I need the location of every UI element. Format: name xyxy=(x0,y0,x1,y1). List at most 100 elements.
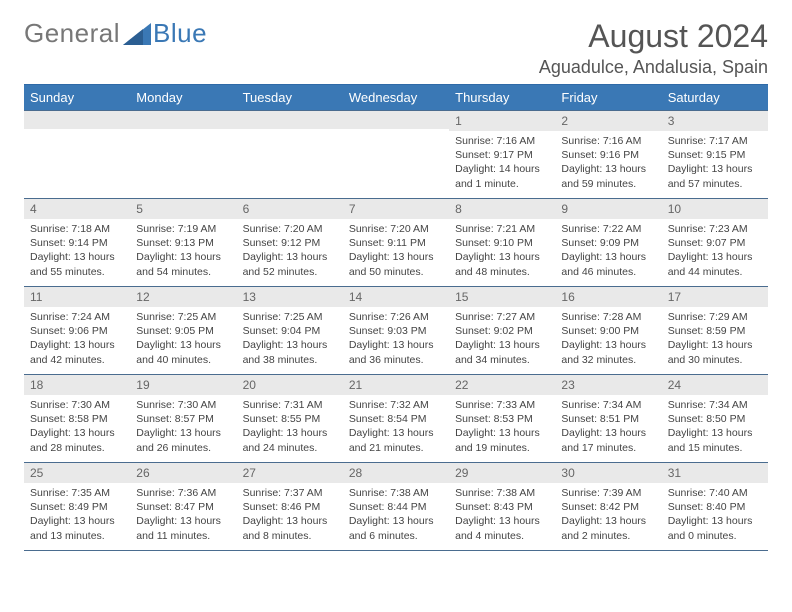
calendar-day-cell: 14Sunrise: 7:26 AMSunset: 9:03 PMDayligh… xyxy=(343,287,449,375)
calendar-day-cell: 1Sunrise: 7:16 AMSunset: 9:17 PMDaylight… xyxy=(449,111,555,199)
sunset-text: Sunset: 8:49 PM xyxy=(30,500,124,514)
sunset-text: Sunset: 9:11 PM xyxy=(349,236,443,250)
calendar-day-cell: 6Sunrise: 7:20 AMSunset: 9:12 PMDaylight… xyxy=(237,199,343,287)
sunrise-text: Sunrise: 7:22 AM xyxy=(561,222,655,236)
sunset-text: Sunset: 9:15 PM xyxy=(668,148,762,162)
day-number: 11 xyxy=(24,287,130,307)
day-number: 4 xyxy=(24,199,130,219)
day-info: Sunrise: 7:19 AMSunset: 9:13 PMDaylight:… xyxy=(130,219,236,283)
day-info: Sunrise: 7:28 AMSunset: 9:00 PMDaylight:… xyxy=(555,307,661,371)
day-info: Sunrise: 7:38 AMSunset: 8:44 PMDaylight:… xyxy=(343,483,449,547)
day-info: Sunrise: 7:20 AMSunset: 9:11 PMDaylight:… xyxy=(343,219,449,283)
day-info: Sunrise: 7:25 AMSunset: 9:04 PMDaylight:… xyxy=(237,307,343,371)
calendar-weekday-header: SundayMondayTuesdayWednesdayThursdayFrid… xyxy=(24,85,768,111)
sunrise-text: Sunrise: 7:18 AM xyxy=(30,222,124,236)
sunset-text: Sunset: 8:57 PM xyxy=(136,412,230,426)
sunset-text: Sunset: 9:07 PM xyxy=(668,236,762,250)
day-info: Sunrise: 7:25 AMSunset: 9:05 PMDaylight:… xyxy=(130,307,236,371)
page-header: General Blue August 2024 Aguadulce, Anda… xyxy=(24,18,768,78)
daylight-text: Daylight: 13 hours and 24 minutes. xyxy=(243,426,337,454)
day-number: 19 xyxy=(130,375,236,395)
sunset-text: Sunset: 8:55 PM xyxy=(243,412,337,426)
day-info: Sunrise: 7:29 AMSunset: 8:59 PMDaylight:… xyxy=(662,307,768,371)
daylight-text: Daylight: 13 hours and 19 minutes. xyxy=(455,426,549,454)
day-info: Sunrise: 7:16 AMSunset: 9:16 PMDaylight:… xyxy=(555,131,661,195)
calendar-day-cell: 31Sunrise: 7:40 AMSunset: 8:40 PMDayligh… xyxy=(662,463,768,551)
calendar-day-cell: 13Sunrise: 7:25 AMSunset: 9:04 PMDayligh… xyxy=(237,287,343,375)
sunrise-text: Sunrise: 7:36 AM xyxy=(136,486,230,500)
daylight-text: Daylight: 13 hours and 26 minutes. xyxy=(136,426,230,454)
sunset-text: Sunset: 9:12 PM xyxy=(243,236,337,250)
sunrise-text: Sunrise: 7:25 AM xyxy=(136,310,230,324)
day-info: Sunrise: 7:38 AMSunset: 8:43 PMDaylight:… xyxy=(449,483,555,547)
sunset-text: Sunset: 8:47 PM xyxy=(136,500,230,514)
sunrise-text: Sunrise: 7:38 AM xyxy=(349,486,443,500)
brand-text-blue: Blue xyxy=(153,18,207,49)
calendar-day-cell: 24Sunrise: 7:34 AMSunset: 8:50 PMDayligh… xyxy=(662,375,768,463)
daylight-text: Daylight: 13 hours and 21 minutes. xyxy=(349,426,443,454)
calendar-table: SundayMondayTuesdayWednesdayThursdayFrid… xyxy=(24,84,768,551)
calendar-body: 1Sunrise: 7:16 AMSunset: 9:17 PMDaylight… xyxy=(24,111,768,551)
daylight-text: Daylight: 13 hours and 57 minutes. xyxy=(668,162,762,190)
sunrise-text: Sunrise: 7:19 AM xyxy=(136,222,230,236)
daylight-text: Daylight: 13 hours and 8 minutes. xyxy=(243,514,337,542)
calendar-day-cell: 3Sunrise: 7:17 AMSunset: 9:15 PMDaylight… xyxy=(662,111,768,199)
sunset-text: Sunset: 9:16 PM xyxy=(561,148,655,162)
sunset-text: Sunset: 8:59 PM xyxy=(668,324,762,338)
day-info: Sunrise: 7:21 AMSunset: 9:10 PMDaylight:… xyxy=(449,219,555,283)
calendar-day-cell xyxy=(24,111,130,199)
day-info: Sunrise: 7:35 AMSunset: 8:49 PMDaylight:… xyxy=(24,483,130,547)
calendar-day-cell: 27Sunrise: 7:37 AMSunset: 8:46 PMDayligh… xyxy=(237,463,343,551)
day-info: Sunrise: 7:34 AMSunset: 8:51 PMDaylight:… xyxy=(555,395,661,459)
calendar-day-cell: 26Sunrise: 7:36 AMSunset: 8:47 PMDayligh… xyxy=(130,463,236,551)
day-info: Sunrise: 7:18 AMSunset: 9:14 PMDaylight:… xyxy=(24,219,130,283)
sunrise-text: Sunrise: 7:34 AM xyxy=(668,398,762,412)
weekday-header-cell: Sunday xyxy=(24,85,130,111)
daylight-text: Daylight: 13 hours and 38 minutes. xyxy=(243,338,337,366)
day-number: 23 xyxy=(555,375,661,395)
sunrise-text: Sunrise: 7:26 AM xyxy=(349,310,443,324)
brand-triangle-icon xyxy=(123,23,151,45)
day-info: Sunrise: 7:24 AMSunset: 9:06 PMDaylight:… xyxy=(24,307,130,371)
day-number: 16 xyxy=(555,287,661,307)
sunrise-text: Sunrise: 7:39 AM xyxy=(561,486,655,500)
day-info: Sunrise: 7:17 AMSunset: 9:15 PMDaylight:… xyxy=(662,131,768,195)
sunset-text: Sunset: 9:17 PM xyxy=(455,148,549,162)
day-info: Sunrise: 7:32 AMSunset: 8:54 PMDaylight:… xyxy=(343,395,449,459)
weekday-header-cell: Thursday xyxy=(449,85,555,111)
calendar-day-cell xyxy=(237,111,343,199)
day-info: Sunrise: 7:36 AMSunset: 8:47 PMDaylight:… xyxy=(130,483,236,547)
day-number: 1 xyxy=(449,111,555,131)
day-info: Sunrise: 7:31 AMSunset: 8:55 PMDaylight:… xyxy=(237,395,343,459)
sunset-text: Sunset: 8:42 PM xyxy=(561,500,655,514)
daylight-text: Daylight: 13 hours and 52 minutes. xyxy=(243,250,337,278)
day-number: 3 xyxy=(662,111,768,131)
sunset-text: Sunset: 9:04 PM xyxy=(243,324,337,338)
day-number: 15 xyxy=(449,287,555,307)
calendar-day-cell: 8Sunrise: 7:21 AMSunset: 9:10 PMDaylight… xyxy=(449,199,555,287)
calendar-day-cell: 10Sunrise: 7:23 AMSunset: 9:07 PMDayligh… xyxy=(662,199,768,287)
sunrise-text: Sunrise: 7:38 AM xyxy=(455,486,549,500)
sunset-text: Sunset: 8:43 PM xyxy=(455,500,549,514)
daylight-text: Daylight: 13 hours and 54 minutes. xyxy=(136,250,230,278)
day-number: 20 xyxy=(237,375,343,395)
calendar-day-cell xyxy=(343,111,449,199)
daylight-text: Daylight: 14 hours and 1 minute. xyxy=(455,162,549,190)
day-number: 5 xyxy=(130,199,236,219)
calendar-day-cell: 9Sunrise: 7:22 AMSunset: 9:09 PMDaylight… xyxy=(555,199,661,287)
sunset-text: Sunset: 8:54 PM xyxy=(349,412,443,426)
sunset-text: Sunset: 9:09 PM xyxy=(561,236,655,250)
day-number: 30 xyxy=(555,463,661,483)
daylight-text: Daylight: 13 hours and 15 minutes. xyxy=(668,426,762,454)
calendar-day-cell: 17Sunrise: 7:29 AMSunset: 8:59 PMDayligh… xyxy=(662,287,768,375)
sunrise-text: Sunrise: 7:21 AM xyxy=(455,222,549,236)
day-number: 24 xyxy=(662,375,768,395)
daylight-text: Daylight: 13 hours and 50 minutes. xyxy=(349,250,443,278)
calendar-day-cell: 20Sunrise: 7:31 AMSunset: 8:55 PMDayligh… xyxy=(237,375,343,463)
daylight-text: Daylight: 13 hours and 28 minutes. xyxy=(30,426,124,454)
sunrise-text: Sunrise: 7:20 AM xyxy=(349,222,443,236)
sunset-text: Sunset: 9:10 PM xyxy=(455,236,549,250)
calendar-day-cell: 4Sunrise: 7:18 AMSunset: 9:14 PMDaylight… xyxy=(24,199,130,287)
sunset-text: Sunset: 8:44 PM xyxy=(349,500,443,514)
daylight-text: Daylight: 13 hours and 4 minutes. xyxy=(455,514,549,542)
